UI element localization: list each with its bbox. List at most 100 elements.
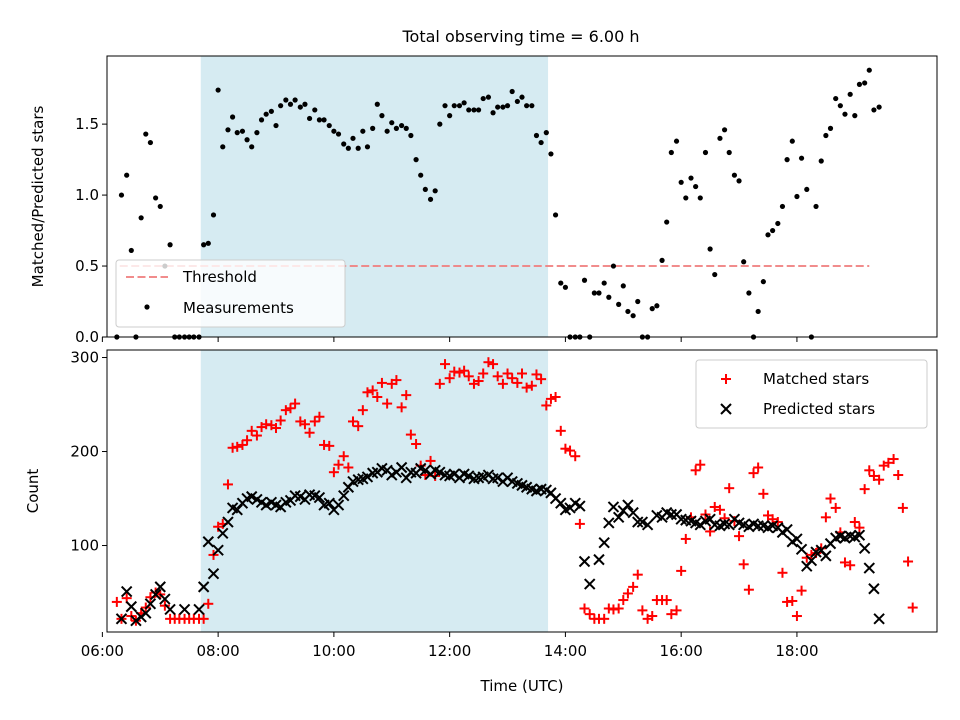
matched-star-point <box>473 376 484 387</box>
measurement-point <box>741 259 747 265</box>
legend-matched-swatch <box>721 374 731 384</box>
measurement-point <box>818 158 824 164</box>
measurement-point <box>673 138 680 144</box>
measurement-point <box>451 103 457 109</box>
measurement-point <box>789 138 795 144</box>
matched-star-point <box>903 556 914 567</box>
y-tick-label: 200 <box>70 443 99 461</box>
predicted-star-point <box>665 508 678 521</box>
legend-predicted-swatch <box>720 403 732 415</box>
matched-star-point <box>411 439 422 449</box>
matched-star-point <box>854 522 865 533</box>
top-y-axis-ticks: 0.0 0.5 1.0 1.5 <box>75 115 107 346</box>
measurement-point <box>437 121 443 127</box>
predicted-star-point <box>607 501 620 513</box>
predicted-star-point <box>395 461 408 474</box>
bottom-x-axis-ticks: 06:00 08:00 10:00 12:00 14:00 16:00 18:00 <box>81 632 819 660</box>
predicted-star-point <box>853 529 866 541</box>
matched-star-point <box>454 367 465 378</box>
measurement-point <box>283 97 289 103</box>
matched-star-point <box>622 588 633 599</box>
measurement-point <box>876 104 882 110</box>
measurement-point <box>837 103 843 109</box>
measurement-point <box>239 128 246 134</box>
measurement-point <box>302 101 308 107</box>
measurement-point <box>533 132 540 139</box>
matched-star-point <box>512 377 523 388</box>
matched-star-point <box>868 470 879 481</box>
matched-star-point <box>541 400 552 411</box>
measurement-point <box>712 271 718 278</box>
predicted-star-point <box>207 568 220 580</box>
matched-star-point <box>405 429 416 440</box>
predicted-star-point <box>641 519 654 531</box>
matched-star-point <box>280 405 291 416</box>
observing-window-shade <box>200 350 549 632</box>
x-tick-label: 06:00 <box>81 642 124 660</box>
predicted-star-point <box>178 603 191 616</box>
legend-threshold-label: Threshold <box>182 268 257 286</box>
y-tick-label: 100 <box>70 537 99 555</box>
measurement-point <box>128 247 134 254</box>
measurement-point <box>215 87 221 93</box>
measurement-point <box>591 290 597 296</box>
matched-star-point <box>632 569 643 580</box>
predicted-star-point <box>491 472 504 484</box>
predicted-star-point <box>555 497 567 509</box>
matched-star-point <box>271 423 282 434</box>
measurement-point <box>610 263 617 269</box>
predicted-star-point <box>323 497 335 509</box>
measurement-point <box>268 108 274 114</box>
measurement-point <box>736 178 742 184</box>
measurement-point <box>229 114 236 120</box>
matched-star-point <box>159 600 170 611</box>
legend-measurements-swatch <box>144 304 150 310</box>
measurement-point <box>755 308 761 315</box>
measurement-point <box>775 220 781 227</box>
measurement-point <box>389 120 395 126</box>
measurement-point <box>490 110 496 116</box>
matched-star-point <box>502 368 513 379</box>
matched-star-point <box>391 375 402 386</box>
legend-matched-label: Matched stars <box>763 370 869 388</box>
predicted-star-point <box>149 588 162 601</box>
measurement-point <box>616 301 622 307</box>
top-plot-frame <box>106 55 938 338</box>
matched-star-point <box>671 605 682 616</box>
matched-star-point <box>734 531 745 542</box>
predicted-star-point <box>627 506 639 519</box>
predicted-star-point <box>593 553 605 566</box>
matched-star-point <box>772 517 783 528</box>
measurement-point <box>408 132 414 139</box>
measurement-point <box>779 203 786 210</box>
matched-star-point <box>748 468 759 479</box>
matched-star-point <box>791 611 802 622</box>
measurement-point <box>312 107 318 113</box>
predicted-star-point <box>154 581 166 593</box>
matched-star-point <box>396 402 407 413</box>
predicted-star-point <box>820 550 832 562</box>
x-tick-label: 08:00 <box>197 642 240 660</box>
matched-star-point <box>251 430 262 441</box>
matched-star-point <box>613 603 624 614</box>
predicted-star-point <box>144 598 157 610</box>
measurement-point <box>765 232 771 238</box>
measurement-point <box>693 183 699 190</box>
matched-star-point <box>695 459 706 470</box>
measurement-point <box>466 107 472 113</box>
measurement-point <box>306 115 313 122</box>
predicted-star-point <box>197 581 210 593</box>
matched-star-point <box>353 421 364 432</box>
top-legend-box <box>115 259 346 328</box>
predicted-star-point <box>805 554 818 567</box>
matched-star-point <box>637 605 648 616</box>
measurement-point <box>422 186 428 193</box>
x-tick-label: 12:00 <box>428 642 471 660</box>
measurement-point <box>143 131 149 137</box>
measurement-point <box>201 242 207 248</box>
predicted-star-point <box>164 603 176 616</box>
matched-star-point <box>820 512 831 523</box>
predicted-star-point <box>332 499 345 511</box>
matched-star-point <box>897 502 908 513</box>
measurement-point <box>760 279 766 285</box>
